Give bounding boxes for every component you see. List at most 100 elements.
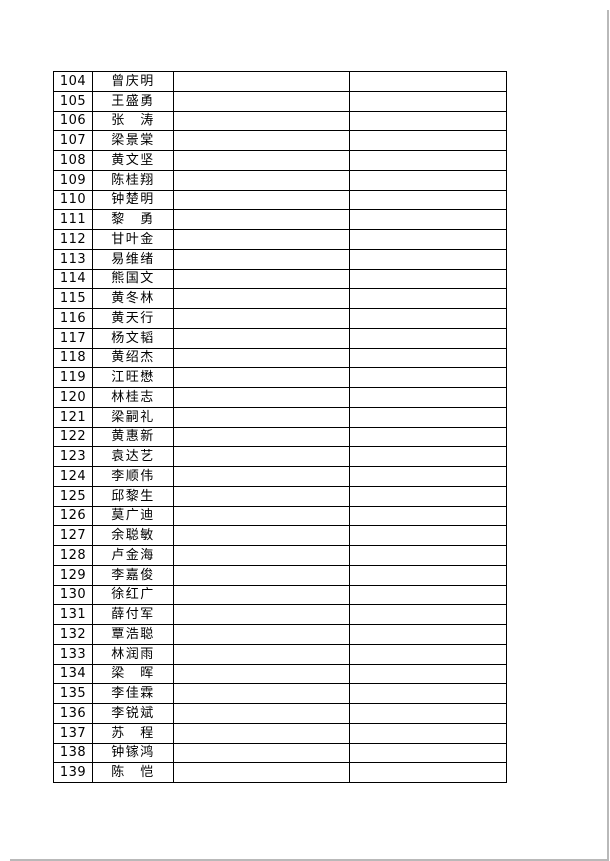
name-cell[interactable]: 张 涛 — [92, 110, 174, 132]
blank-cell-1[interactable] — [173, 209, 350, 230]
name-cell[interactable]: 曾庆明 — [92, 71, 174, 92]
blank-cell-1[interactable] — [173, 347, 350, 369]
blank-cell-2[interactable] — [349, 327, 507, 349]
name-cell[interactable]: 黄冬林 — [92, 288, 174, 309]
number-cell[interactable]: 125 — [53, 485, 93, 507]
blank-cell-2[interactable] — [349, 71, 507, 92]
number-cell[interactable]: 112 — [53, 229, 93, 250]
blank-cell-1[interactable] — [173, 150, 350, 171]
number-cell[interactable]: 113 — [53, 248, 93, 270]
blank-cell-1[interactable] — [173, 189, 350, 211]
number-cell[interactable]: 106 — [53, 110, 93, 132]
blank-cell-2[interactable] — [349, 209, 507, 230]
name-cell[interactable]: 甘叶金 — [92, 229, 174, 250]
blank-cell-2[interactable] — [349, 248, 507, 270]
blank-cell-2[interactable] — [349, 268, 507, 290]
number-cell[interactable]: 118 — [53, 347, 93, 369]
blank-cell-1[interactable] — [173, 703, 350, 724]
name-cell[interactable]: 陈桂翔 — [92, 169, 174, 191]
name-cell[interactable]: 梁景棠 — [92, 130, 174, 151]
number-cell[interactable]: 138 — [53, 742, 93, 764]
name-cell[interactable]: 莫广迪 — [92, 505, 174, 527]
blank-cell-2[interactable] — [349, 762, 507, 783]
number-cell[interactable]: 127 — [53, 525, 93, 546]
blank-cell-1[interactable] — [173, 426, 350, 448]
name-cell[interactable]: 苏 程 — [92, 722, 174, 744]
number-cell[interactable]: 119 — [53, 367, 93, 388]
blank-cell-1[interactable] — [173, 308, 350, 329]
name-cell[interactable]: 钟楚明 — [92, 189, 174, 211]
number-cell[interactable]: 120 — [53, 387, 93, 408]
number-cell[interactable]: 134 — [53, 663, 93, 685]
blank-cell-1[interactable] — [173, 327, 350, 349]
blank-cell-1[interactable] — [173, 90, 350, 112]
blank-cell-2[interactable] — [349, 703, 507, 724]
blank-cell-1[interactable] — [173, 387, 350, 408]
blank-cell-1[interactable] — [173, 762, 350, 783]
blank-cell-2[interactable] — [349, 643, 507, 665]
number-cell[interactable]: 135 — [53, 683, 93, 704]
number-cell[interactable]: 117 — [53, 327, 93, 349]
name-cell[interactable]: 徐红广 — [92, 584, 174, 606]
blank-cell-1[interactable] — [173, 525, 350, 546]
blank-cell-2[interactable] — [349, 525, 507, 546]
name-cell[interactable]: 易维绪 — [92, 248, 174, 270]
blank-cell-2[interactable] — [349, 584, 507, 606]
name-cell[interactable]: 王盛勇 — [92, 90, 174, 112]
blank-cell-1[interactable] — [173, 545, 350, 566]
blank-cell-2[interactable] — [349, 110, 507, 132]
blank-cell-2[interactable] — [349, 347, 507, 369]
name-cell[interactable]: 邱黎生 — [92, 485, 174, 507]
blank-cell-2[interactable] — [349, 446, 507, 467]
blank-cell-1[interactable] — [173, 604, 350, 625]
blank-cell-2[interactable] — [349, 90, 507, 112]
name-cell[interactable]: 李佳霖 — [92, 683, 174, 704]
name-cell[interactable]: 江旺懋 — [92, 367, 174, 388]
blank-cell-2[interactable] — [349, 169, 507, 191]
name-cell[interactable]: 陈 恺 — [92, 762, 174, 783]
name-cell[interactable]: 李嘉俊 — [92, 564, 174, 586]
name-cell[interactable]: 覃浩聪 — [92, 624, 174, 645]
blank-cell-1[interactable] — [173, 722, 350, 744]
blank-cell-1[interactable] — [173, 229, 350, 250]
blank-cell-1[interactable] — [173, 584, 350, 606]
number-cell[interactable]: 128 — [53, 545, 93, 566]
blank-cell-1[interactable] — [173, 663, 350, 685]
blank-cell-1[interactable] — [173, 130, 350, 151]
blank-cell-1[interactable] — [173, 367, 350, 388]
blank-cell-1[interactable] — [173, 624, 350, 645]
blank-cell-2[interactable] — [349, 564, 507, 586]
blank-cell-2[interactable] — [349, 722, 507, 744]
name-cell[interactable]: 黄天行 — [92, 308, 174, 329]
blank-cell-2[interactable] — [349, 406, 507, 428]
name-cell[interactable]: 薛付军 — [92, 604, 174, 625]
blank-cell-1[interactable] — [173, 485, 350, 507]
blank-cell-2[interactable] — [349, 426, 507, 448]
blank-cell-2[interactable] — [349, 505, 507, 527]
blank-cell-2[interactable] — [349, 683, 507, 704]
blank-cell-1[interactable] — [173, 564, 350, 586]
name-cell[interactable]: 梁嗣礼 — [92, 406, 174, 428]
blank-cell-2[interactable] — [349, 545, 507, 566]
name-cell[interactable]: 李锐斌 — [92, 703, 174, 724]
number-cell[interactable]: 130 — [53, 584, 93, 606]
blank-cell-2[interactable] — [349, 229, 507, 250]
blank-cell-1[interactable] — [173, 71, 350, 92]
number-cell[interactable]: 110 — [53, 189, 93, 211]
number-cell[interactable]: 109 — [53, 169, 93, 191]
blank-cell-1[interactable] — [173, 505, 350, 527]
name-cell[interactable]: 杨文韬 — [92, 327, 174, 349]
name-cell[interactable]: 袁达艺 — [92, 446, 174, 467]
blank-cell-2[interactable] — [349, 387, 507, 408]
number-cell[interactable]: 136 — [53, 703, 93, 724]
blank-cell-1[interactable] — [173, 643, 350, 665]
number-cell[interactable]: 121 — [53, 406, 93, 428]
number-cell[interactable]: 133 — [53, 643, 93, 665]
blank-cell-2[interactable] — [349, 624, 507, 645]
name-cell[interactable]: 林润雨 — [92, 643, 174, 665]
blank-cell-1[interactable] — [173, 683, 350, 704]
blank-cell-1[interactable] — [173, 248, 350, 270]
blank-cell-1[interactable] — [173, 466, 350, 487]
number-cell[interactable]: 124 — [53, 466, 93, 487]
blank-cell-2[interactable] — [349, 367, 507, 388]
